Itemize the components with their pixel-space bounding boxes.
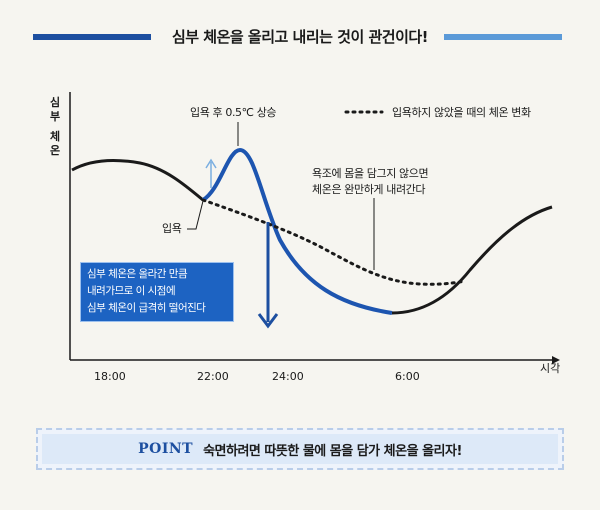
page-title: 심부 체온을 올리고 내리는 것이 관건이다!	[171, 28, 429, 46]
x-axis-arrowhead	[552, 356, 560, 364]
series-line-bath	[71, 158, 204, 202]
series-line-bath-recovery	[391, 205, 553, 315]
rise-arrow-head	[205, 158, 217, 169]
callout-line-3: 심부 체온이 급격히 떨어진다	[87, 302, 206, 314]
x-tick-label: 6:00	[395, 370, 420, 383]
point-box: POINT 숙면하려면 따뜻한 물에 몸을 담가 체온을 올리자!	[36, 428, 564, 470]
series-line-bath-highlight	[201, 147, 393, 315]
x-tick-label: 24:00	[272, 370, 304, 383]
slow-note-line2: 체온은 완만하게 내려간다	[312, 182, 425, 196]
x-axis-label: 시각	[540, 362, 560, 375]
x-tick-label: 22:00	[197, 370, 229, 383]
series-line-no-bath	[201, 198, 467, 286]
slow-note-line1: 욕조에 몸을 담그지 않으면	[312, 167, 428, 180]
drop-arrow-head	[257, 313, 279, 329]
header-accent-bar-right	[444, 34, 562, 40]
bath-label: 입욕	[162, 222, 182, 235]
callout-line-1: 심부 체온은 올라간 만큼	[87, 268, 188, 280]
bath-leader-line	[187, 200, 204, 230]
x-tick-label: 18:00	[94, 370, 126, 383]
point-label: POINT	[138, 441, 194, 457]
point-inner: POINT 숙면하려면 따뜻한 물에 몸을 담가 체온을 올리자!	[42, 434, 558, 464]
callout-box: 심부 체온은 올라간 만큼 내려가므로 이 시점에 심부 체온이 급격히 떨어진…	[80, 262, 234, 322]
callout-line-2: 내려가므로 이 시점에	[87, 285, 176, 297]
header-accent-bar-left	[33, 34, 151, 40]
peak-label: 입욕 후 0.5℃ 상승	[190, 106, 276, 119]
legend-dotted-label: 입욕하지 않았을 때의 체온 변화	[392, 105, 531, 119]
point-text: 숙면하려면 따뜻한 물에 몸을 담가 체온을 올리자!	[203, 443, 462, 459]
